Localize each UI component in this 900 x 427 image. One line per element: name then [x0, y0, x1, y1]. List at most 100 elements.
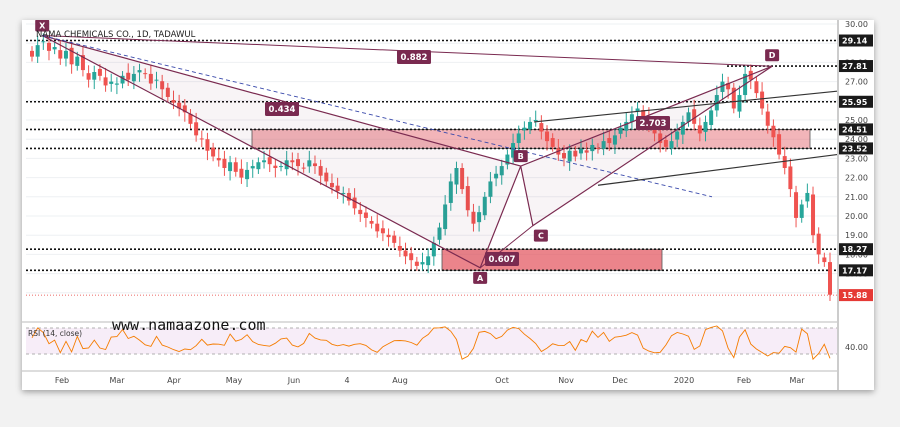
level-badge [839, 60, 873, 73]
y-tick-label: 27.00 [845, 78, 868, 87]
pattern-point-badge [35, 20, 50, 32]
pattern-point-badge [513, 150, 528, 163]
candle-body [590, 144, 595, 152]
candle-body [369, 220, 374, 224]
level-label: 25.95 [842, 98, 868, 107]
candle-body [296, 159, 300, 167]
candle-body [46, 42, 51, 51]
ratio-badge [265, 102, 299, 116]
candle-body [267, 157, 272, 165]
level-label: 27.81 [842, 62, 868, 71]
candle-body [629, 114, 634, 122]
level-badge [839, 95, 873, 108]
ratio-label: 0.882 [401, 53, 428, 63]
candle-body [516, 133, 521, 144]
candle-body [273, 165, 278, 168]
candle-body [256, 162, 261, 170]
candle-body [109, 81, 114, 84]
candle-body [499, 166, 504, 176]
candle-body [386, 234, 391, 238]
candle-body [182, 105, 187, 113]
candle-body [409, 253, 414, 261]
candle-body [41, 41, 46, 43]
candle-body [697, 125, 702, 134]
candle-body [346, 192, 351, 201]
candle-body [380, 228, 385, 234]
candle-body [692, 109, 697, 124]
candle-body [177, 102, 182, 109]
candle-body [318, 166, 323, 176]
candle-body [199, 138, 204, 140]
candle-body [578, 148, 583, 154]
x-tick-label: Dec [612, 376, 627, 385]
candle-body [601, 141, 606, 149]
candle-body [420, 262, 425, 265]
candle-body [522, 127, 527, 131]
y-tick-label: 22.00 [845, 174, 868, 183]
candle-body [562, 153, 566, 159]
candle-body [805, 192, 810, 202]
candle-body [126, 72, 131, 80]
candle-body [471, 211, 476, 224]
x-tick-label: Feb [737, 376, 751, 385]
xb-dashed-line [42, 35, 713, 198]
candle-body [239, 168, 244, 178]
candle-body [460, 168, 465, 190]
candle-body [211, 147, 216, 157]
y-tick-label: 24.00 [845, 135, 868, 144]
y-tick-label: 20.00 [845, 212, 868, 221]
candle-body [635, 108, 640, 112]
candle-body [448, 181, 453, 203]
ratio-label: 2.703 [640, 119, 667, 129]
pattern-point-label: B [518, 152, 524, 161]
last-price-badge [839, 289, 873, 302]
candle-body [363, 212, 368, 218]
candle-body [686, 112, 691, 122]
candle-body [188, 113, 193, 124]
candle-body [154, 79, 159, 81]
candle-body [482, 196, 487, 216]
x-tick-label: Mar [789, 376, 805, 385]
candle-body [414, 261, 419, 266]
candle-body [584, 150, 589, 153]
candle-body [505, 154, 510, 165]
candle-body [171, 100, 176, 103]
candle-body [567, 150, 572, 162]
candle-body [663, 139, 668, 147]
candle-body [352, 197, 357, 209]
rsi-title: RSI (14, close) [28, 329, 82, 338]
ratio-label: 0.434 [269, 105, 296, 115]
candle-body [329, 182, 334, 188]
rsi-line [31, 325, 831, 361]
candle-body [765, 111, 770, 126]
candle-body [658, 133, 663, 144]
candle-body [494, 173, 499, 179]
candle-body [245, 169, 250, 180]
candle-body [533, 120, 538, 121]
candle-body [86, 73, 91, 80]
channel-lower-line [597, 153, 838, 186]
last-price-label: 15.88 [842, 291, 868, 300]
candle-body [324, 172, 329, 182]
pattern-point-label: C [538, 232, 544, 241]
y-axis: 16.0017.0018.0019.0020.0021.0022.0023.00… [837, 20, 873, 390]
watermark-text: www.namaazone.com [112, 316, 266, 334]
ratio-badge [397, 50, 431, 64]
candle-body [75, 56, 80, 66]
candle-body [103, 77, 108, 86]
x-axis: Feb Mar Apr May Jun 4 Aug Oct Nov Dec 2020 Feb Mar [22, 370, 837, 385]
candle-body [454, 168, 459, 185]
candle-body [228, 162, 233, 172]
candle-body [709, 110, 714, 125]
candle-body [58, 50, 63, 59]
candle-body [760, 91, 765, 109]
candle-body [822, 257, 827, 263]
candle-body [63, 50, 68, 59]
candle-body [392, 235, 397, 243]
x-tick-label: Oct [495, 376, 509, 385]
level-label: 24.51 [842, 125, 868, 134]
level-label: 17.17 [842, 266, 867, 275]
candle-body [624, 121, 629, 131]
candle-body [307, 160, 312, 167]
candle-body [811, 194, 816, 236]
